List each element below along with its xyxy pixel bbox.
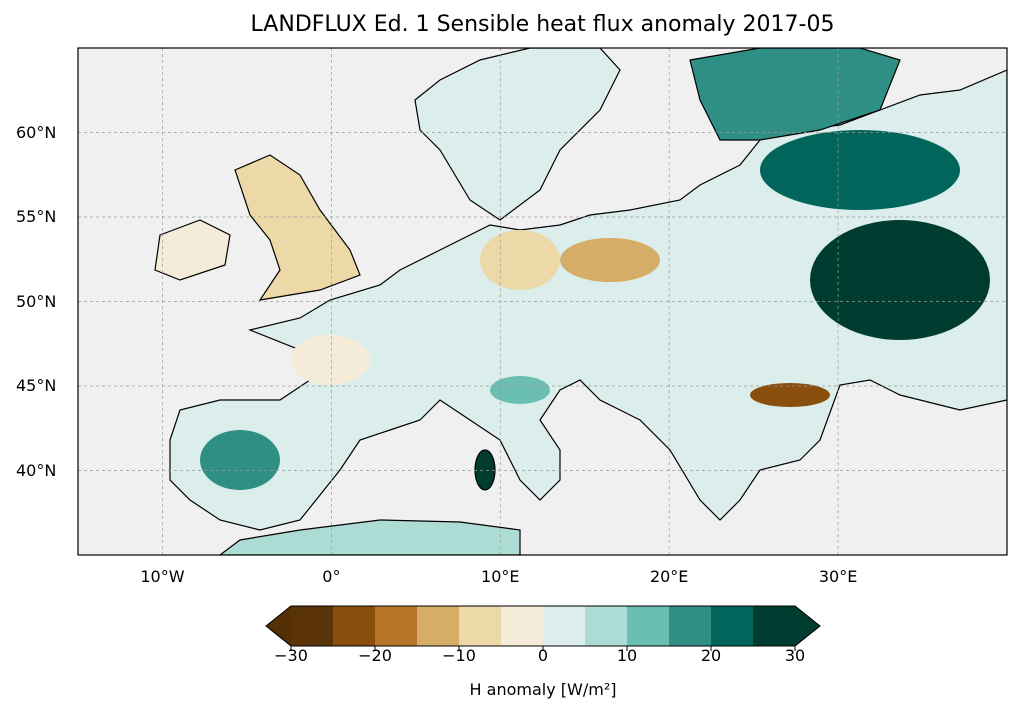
colorbar-segment xyxy=(333,606,376,646)
gridlines xyxy=(78,48,1007,555)
colorbar-segment xyxy=(627,606,670,646)
anomaly-italy xyxy=(490,376,550,404)
colorbar-label: H anomaly [W/m²] xyxy=(469,680,617,699)
colorbar-segment xyxy=(543,606,586,646)
colorbar-segment xyxy=(291,606,334,646)
colorbar-tick-label: 20 xyxy=(700,646,722,665)
colorbar-tick-label: 10 xyxy=(616,646,638,665)
colorbar-extend-high xyxy=(795,606,820,646)
lon-tick-label: 0° xyxy=(322,567,341,586)
anomaly-baltic xyxy=(760,130,960,210)
anomaly-sardinia xyxy=(474,449,496,491)
colorbar-segment xyxy=(753,606,796,646)
anomaly-france xyxy=(290,335,370,385)
colorbar-segment xyxy=(501,606,544,646)
colorbar-tick-label: 30 xyxy=(784,646,806,665)
anomaly-romania xyxy=(750,383,830,407)
lon-tick-label: 10°E xyxy=(481,567,520,586)
colorbar-segment xyxy=(585,606,628,646)
land-ireland xyxy=(154,219,231,281)
colorbar-segment xyxy=(711,606,754,646)
anomaly-poland xyxy=(560,238,660,282)
lon-tick-label: 30°E xyxy=(818,567,858,586)
anomaly-east-dark xyxy=(810,220,990,340)
lat-tick-label: 60°N xyxy=(16,122,57,142)
colorbar-tick-label: −10 xyxy=(442,646,476,665)
anomaly-germany xyxy=(480,230,560,290)
lat-tick-label: 50°N xyxy=(16,291,57,311)
lon-tick-label: 10°W xyxy=(140,567,185,586)
land-finland xyxy=(689,48,901,141)
colorbar-segment xyxy=(459,606,502,646)
land-layer xyxy=(154,48,1007,555)
colorbar-segment xyxy=(375,606,418,646)
lat-tick-label: 55°N xyxy=(16,207,57,226)
colorbar-tick-label: 0 xyxy=(537,646,549,665)
land-scandinavia xyxy=(414,48,621,221)
land-africa xyxy=(219,519,521,555)
colorbar-segment xyxy=(669,606,712,646)
colorbar-tick-label: −20 xyxy=(358,646,392,665)
lon-tick-label: 20°E xyxy=(649,567,689,586)
colorbar-tick-label: −30 xyxy=(274,646,308,665)
colorbar xyxy=(265,605,821,651)
plot-frame xyxy=(77,47,1008,556)
lat-tick-label: 45°N xyxy=(16,376,57,395)
plot-title: LANDFLUX Ed. 1 Sensible heat flux anomal… xyxy=(250,12,835,37)
lat-tick-label: 40°N xyxy=(16,460,57,480)
land-britain xyxy=(234,154,361,301)
colorbar-extend-low xyxy=(266,606,291,646)
anomaly-spain xyxy=(200,430,280,490)
colorbar-segment xyxy=(417,606,460,646)
